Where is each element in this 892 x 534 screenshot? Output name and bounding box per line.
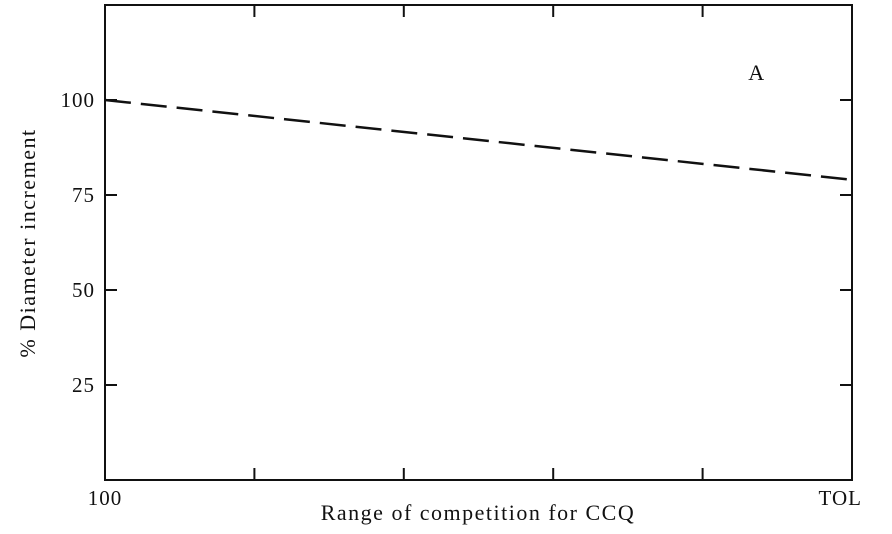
x-axis-label: Range of competition for CCQ	[321, 500, 636, 525]
y-tick-label: 100	[61, 88, 96, 112]
x-tick-label: TOL	[819, 486, 862, 510]
x-tick-label: 100	[88, 486, 123, 510]
line-series	[104, 98, 853, 182]
y-tick-label: 75	[72, 183, 95, 207]
y-axis-label: % Diameter increment	[15, 128, 40, 357]
plot-frame	[104, 4, 853, 481]
y-tick-label: 50	[72, 278, 95, 302]
annotation: A	[748, 60, 765, 85]
y-tick-label: 25	[72, 373, 95, 397]
